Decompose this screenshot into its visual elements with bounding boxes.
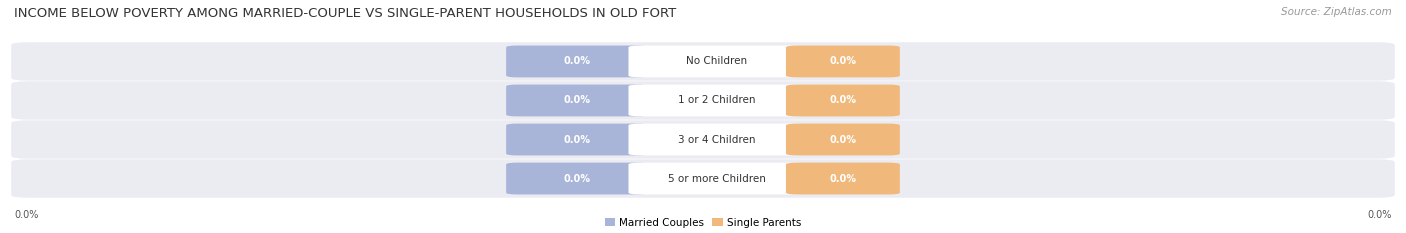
- Text: INCOME BELOW POVERTY AMONG MARRIED-COUPLE VS SINGLE-PARENT HOUSEHOLDS IN OLD FOR: INCOME BELOW POVERTY AMONG MARRIED-COUPL…: [14, 7, 676, 20]
- Text: 0.0%: 0.0%: [14, 210, 38, 220]
- Text: 5 or more Children: 5 or more Children: [668, 174, 766, 184]
- Text: 0.0%: 0.0%: [830, 96, 856, 106]
- Text: 0.0%: 0.0%: [564, 134, 591, 144]
- Text: 1 or 2 Children: 1 or 2 Children: [678, 96, 756, 106]
- Text: 0.0%: 0.0%: [830, 56, 856, 66]
- Text: 0.0%: 0.0%: [564, 174, 591, 184]
- Text: 0.0%: 0.0%: [564, 96, 591, 106]
- Text: 3 or 4 Children: 3 or 4 Children: [678, 134, 756, 144]
- Legend: Married Couples, Single Parents: Married Couples, Single Parents: [605, 218, 801, 228]
- Text: 0.0%: 0.0%: [830, 174, 856, 184]
- Text: 0.0%: 0.0%: [564, 56, 591, 66]
- Text: 0.0%: 0.0%: [830, 134, 856, 144]
- Text: Source: ZipAtlas.com: Source: ZipAtlas.com: [1281, 7, 1392, 17]
- Text: 0.0%: 0.0%: [1368, 210, 1392, 220]
- Text: No Children: No Children: [686, 56, 748, 66]
